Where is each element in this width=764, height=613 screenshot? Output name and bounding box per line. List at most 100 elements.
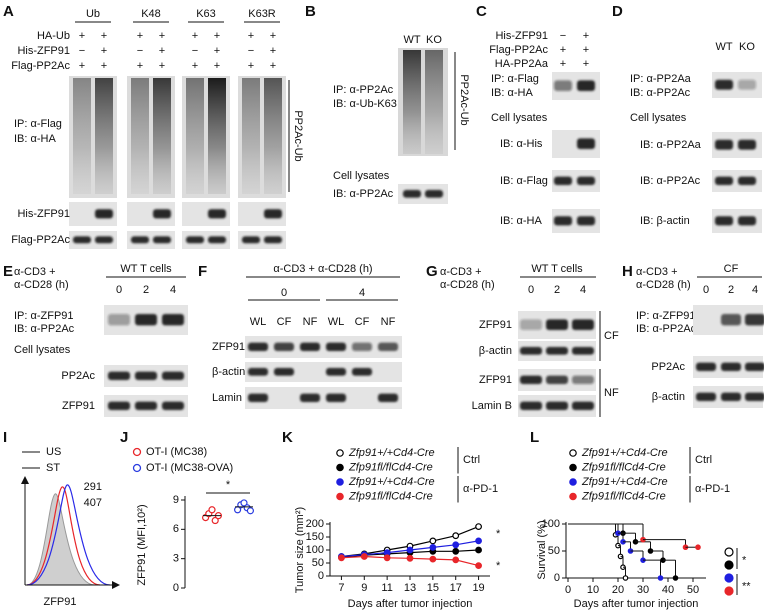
panel-letter: I — [3, 429, 7, 446]
blot — [245, 336, 402, 358]
band — [378, 342, 398, 351]
band — [352, 342, 372, 351]
band — [572, 347, 594, 355]
label: IP: α-ZFP91 — [14, 310, 74, 322]
y-tick-label: 100 — [542, 518, 560, 530]
label: 0 — [116, 284, 122, 296]
smear — [403, 50, 421, 154]
sign: + — [560, 44, 566, 56]
label: IB: α-His — [500, 138, 543, 150]
label: 0 — [528, 284, 534, 296]
y-tick-label: 3 — [173, 553, 179, 565]
legend-group: Ctrl — [463, 454, 480, 466]
legend-marker — [132, 463, 142, 473]
panel-letter: A — [3, 3, 14, 20]
band — [300, 342, 320, 351]
label: IB: α-PP2Ac — [333, 188, 394, 200]
band — [577, 80, 595, 92]
band — [274, 342, 294, 351]
label: α-CD28 (h) — [440, 279, 495, 291]
comparison-marker — [724, 573, 734, 583]
label: WL — [328, 316, 345, 328]
label: IB: α-PP2Ac — [640, 175, 701, 187]
point — [452, 541, 460, 549]
label: IB: α-Flag — [500, 175, 548, 187]
point — [475, 537, 482, 545]
band — [696, 362, 716, 371]
legend-marker — [336, 478, 344, 486]
sign: + — [101, 60, 107, 72]
point — [338, 554, 345, 562]
label: Cell lysates — [14, 344, 71, 356]
point — [475, 546, 482, 554]
point — [452, 532, 460, 540]
band — [248, 342, 268, 351]
band — [95, 236, 113, 244]
label: IP: α-Flag — [14, 118, 62, 130]
band — [715, 79, 733, 90]
y-axis-label: ZFP91 (MFI,10²) — [136, 504, 148, 585]
label: WT — [715, 41, 732, 53]
legend-label: Zfp91+/+Cd4-Cre — [581, 447, 668, 459]
y-tick-label: 50 — [312, 557, 324, 569]
x-axis-label: Days after tumor injection — [348, 598, 473, 610]
label: IB: α-PP2Aa — [640, 139, 702, 151]
y-tick-label: 9 — [173, 494, 179, 506]
sign: + — [101, 30, 107, 42]
point — [208, 506, 216, 514]
x-tick-label: 0 — [565, 584, 571, 596]
legend-marker — [569, 492, 577, 501]
sign: + — [270, 60, 276, 72]
panel-letter: L — [530, 429, 539, 446]
blot — [552, 170, 600, 192]
label: 2 — [143, 284, 149, 296]
band — [131, 236, 149, 244]
panel-letter: E — [3, 263, 13, 280]
y-tick-label: 200 — [306, 518, 324, 530]
label: Lamin B — [472, 400, 512, 412]
label: Cell lysates — [630, 112, 687, 124]
smear — [264, 78, 282, 194]
panel-letter: K — [282, 429, 293, 446]
label: IB: α-HA — [14, 133, 56, 145]
blot — [127, 231, 175, 249]
band — [546, 401, 568, 410]
legend-group: Ctrl — [695, 454, 712, 466]
label: ZFP91 — [479, 319, 512, 331]
band — [738, 79, 756, 90]
point — [452, 547, 460, 555]
band — [378, 393, 398, 402]
x-tick-label: 13 — [404, 582, 416, 594]
band — [73, 236, 91, 244]
label: HA-Ub — [37, 30, 70, 42]
label: β-actin — [652, 391, 685, 403]
band — [554, 216, 572, 226]
sign: − — [560, 30, 566, 42]
y-axis-label: Survival (%) — [536, 520, 548, 579]
legend-marker — [132, 447, 142, 457]
band — [208, 236, 226, 244]
band — [108, 371, 130, 380]
label: 4 — [580, 284, 586, 296]
label: NF — [303, 316, 318, 328]
y-tick-label: 0 — [173, 582, 179, 594]
band — [572, 375, 594, 384]
arrow — [21, 476, 29, 484]
band — [572, 401, 594, 410]
label: IP: α-ZFP91 — [636, 310, 696, 322]
band — [326, 368, 346, 376]
label: α-CD3 + α-CD28 (h) — [273, 263, 372, 275]
y-axis-label: Tumor size (mm²) — [294, 507, 306, 593]
smear — [242, 78, 260, 194]
label: 2 — [554, 284, 560, 296]
label: IP: α-Flag — [491, 73, 539, 85]
band — [738, 176, 756, 185]
panel-letter: H — [622, 263, 633, 280]
label: WT T cells — [531, 263, 583, 275]
point — [429, 555, 437, 563]
x-tick-label: 17 — [450, 582, 462, 594]
point — [452, 556, 460, 564]
label: α-CD3 + — [440, 266, 482, 278]
legend-marker — [569, 463, 577, 472]
smear — [73, 78, 91, 194]
